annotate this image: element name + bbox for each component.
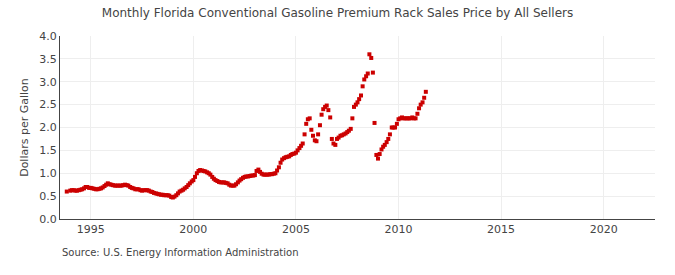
svg-text:1995: 1995: [77, 223, 105, 236]
svg-text:0.0: 0.0: [39, 213, 57, 226]
svg-text:1.0: 1.0: [39, 167, 57, 180]
svg-text:Monthly Florida Conventional G: Monthly Florida Conventional Gasoline Pr…: [102, 6, 573, 20]
svg-text:3.0: 3.0: [39, 76, 57, 89]
svg-text:2.0: 2.0: [39, 121, 57, 134]
svg-text:4.0: 4.0: [39, 30, 57, 43]
svg-text:2010: 2010: [385, 223, 413, 236]
svg-text:Source: U.S. Energy Informatio: Source: U.S. Energy Information Administ…: [62, 247, 299, 258]
svg-text:2005: 2005: [282, 223, 310, 236]
svg-text:0.5: 0.5: [39, 190, 57, 203]
svg-text:Dollars per Gallon: Dollars per Gallon: [18, 78, 31, 177]
svg-text:1.5: 1.5: [39, 144, 57, 157]
svg-text:3.5: 3.5: [39, 53, 57, 66]
svg-text:2000: 2000: [179, 223, 207, 236]
svg-text:2015: 2015: [487, 223, 515, 236]
svg-text:2.5: 2.5: [39, 98, 57, 111]
svg-text:2020: 2020: [590, 223, 618, 236]
